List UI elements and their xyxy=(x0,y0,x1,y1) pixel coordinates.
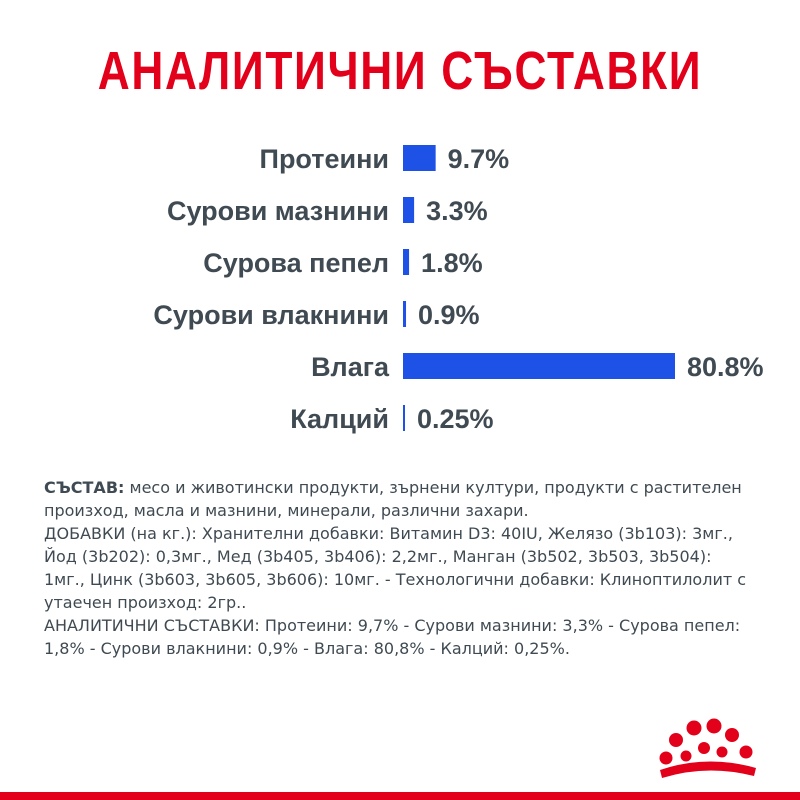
composition-ingredients: СЪСТАВ: месо и животински продукти, зърн… xyxy=(44,476,756,522)
composition-analytics: АНАЛИТИЧНИ СЪСТАВКИ: Протеини: 9,7% - Су… xyxy=(44,616,741,658)
bar-category-label: Влага xyxy=(311,352,390,382)
bar-category-label: Калций xyxy=(290,404,389,434)
bar-category-label: Сурови влакнини xyxy=(153,300,389,330)
composition-additives: ДОБАВКИ (на кг.): Хранителни добавки: Ви… xyxy=(44,524,747,612)
bar-value-label: 9.7% xyxy=(448,144,510,174)
bar-value-label: 80.8% xyxy=(687,352,764,382)
composition-bar-chart: Протеини 9.7% Сурови мазнини 3.3% Сурова пеп… xyxy=(153,144,764,434)
composition-label: СЪСТАВ: xyxy=(44,478,125,497)
royal-canin-crown-logo xyxy=(659,718,756,778)
bar-value-label: 0.9% xyxy=(418,300,480,330)
bar xyxy=(403,197,415,223)
bar-value-label: 3.3% xyxy=(426,196,488,226)
bar-value-label: 1.8% xyxy=(421,248,483,278)
page-title: АНАЛИТИЧНИ СЪСТАВКИ xyxy=(97,41,703,101)
bar xyxy=(403,145,436,171)
bar-category-label: Протеини xyxy=(260,144,389,174)
bottom-accent-bar xyxy=(0,792,800,800)
bar xyxy=(403,249,410,275)
bar-category-label: Сурова пепел xyxy=(203,248,389,278)
composition-text: СЪСТАВ: месо и животински продукти, зърн… xyxy=(44,476,756,660)
bar-value-label: 0.25% xyxy=(417,404,494,434)
bar xyxy=(403,353,675,379)
bar xyxy=(403,301,407,327)
bar xyxy=(403,405,405,431)
composition-ingredients-text: месо и животински продукти, зърнени култ… xyxy=(44,478,742,520)
bar-category-label: Сурови мазнини xyxy=(167,196,389,226)
